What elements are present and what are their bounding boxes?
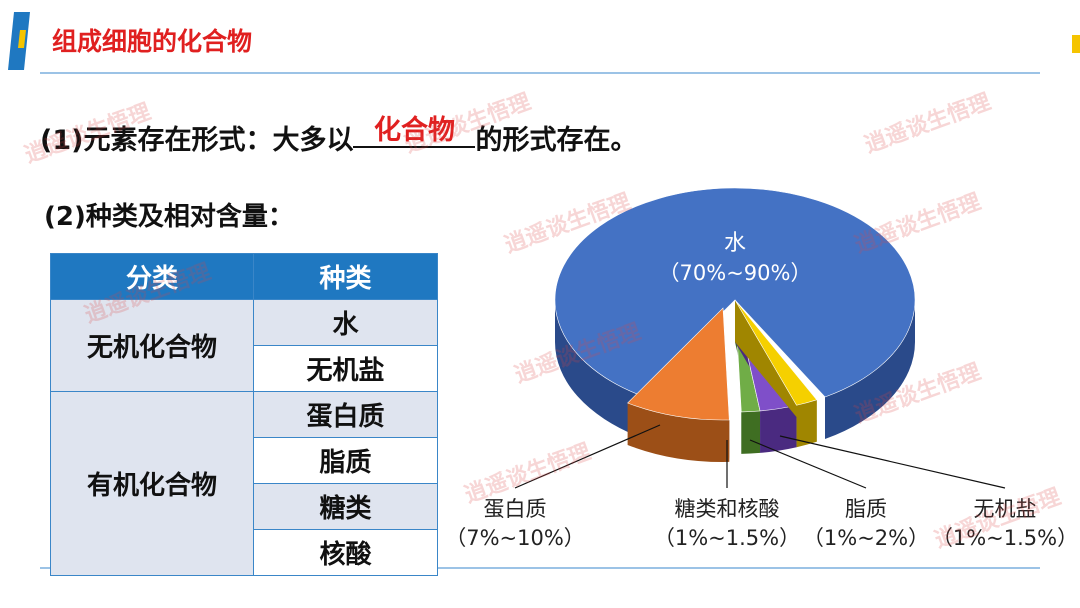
category-cell: 无机化合物 xyxy=(50,299,254,392)
point-2: (2)种类及相对含量： xyxy=(44,202,294,232)
point-1-suffix: 的形式存在。 xyxy=(475,125,638,156)
pie-slice xyxy=(734,299,818,406)
leader-line xyxy=(779,435,1006,489)
point-1: (1)元素存在形式：大多以 化合物 的形式存在。 xyxy=(40,116,638,158)
header-accent xyxy=(18,30,26,48)
slice-name: 无机盐 xyxy=(974,497,1037,521)
slice-range: （1%~2%） xyxy=(803,526,929,550)
kind-cell: 无机盐 xyxy=(253,345,438,392)
slice-name: 脂质 xyxy=(845,497,887,521)
slice-range: （1%~1.5%） xyxy=(654,526,800,550)
pie-side xyxy=(825,300,915,439)
kind-cell: 水 xyxy=(253,299,438,346)
kind-cell: 蛋白质 xyxy=(253,391,438,438)
compound-table: 分类 种类 无机化合物水 无机盐 有机化合物 蛋白质 脂质 糖类 核酸 xyxy=(50,253,438,576)
slice-range: （7%~10%） xyxy=(445,526,585,550)
pie-side xyxy=(627,402,730,462)
slice-range: （1%~1.5%） xyxy=(932,526,1078,550)
footer-rule xyxy=(40,567,1040,569)
header-rule xyxy=(40,72,1040,74)
kind-cell: 脂质 xyxy=(253,437,438,484)
leader-line xyxy=(749,439,867,489)
slice-range: （70%~90%） xyxy=(659,261,812,285)
slice-name: 水 xyxy=(724,231,746,256)
point-1-prefix: (1)元素存在形式：大多以 xyxy=(40,125,354,156)
pie-side xyxy=(555,300,640,437)
kind-cell: 核酸 xyxy=(253,529,438,576)
answer: 化合物 xyxy=(353,116,476,148)
title: 组成细胞的化合物 xyxy=(52,27,253,56)
slice-name: 蛋白质 xyxy=(484,497,547,521)
header-cell: 种类 xyxy=(253,253,438,300)
header-cell: 分类 xyxy=(50,253,254,300)
leader-line xyxy=(514,424,661,489)
kind-cell: 糖类 xyxy=(253,483,438,530)
header-accent xyxy=(1072,35,1080,53)
slice-name: 糖类和核酸 xyxy=(675,497,780,521)
pie-slice xyxy=(554,187,916,398)
pie-slice xyxy=(627,307,730,421)
category-cell: 有机化合物 xyxy=(50,391,254,576)
